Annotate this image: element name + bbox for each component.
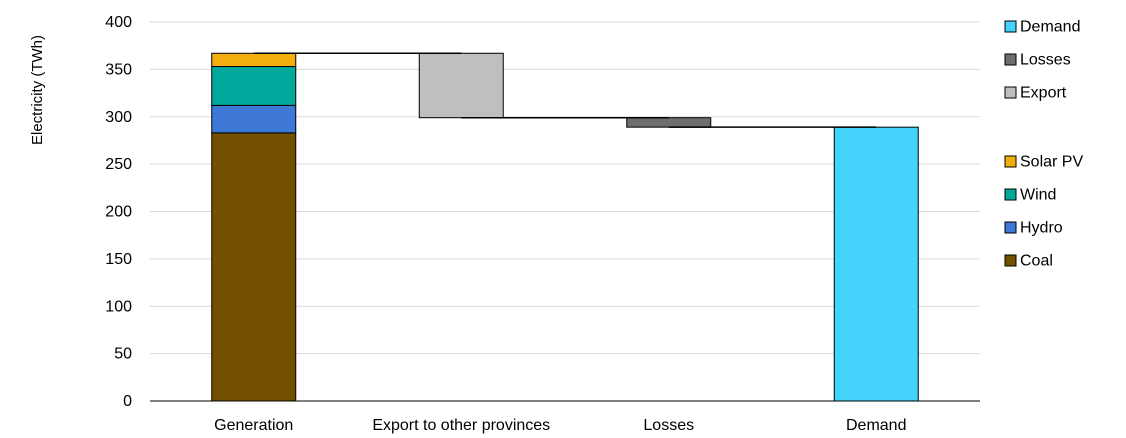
legend-item-wind: Wind: [1004, 187, 1056, 204]
legend-label: Losses: [1020, 52, 1071, 69]
bar-wind: [211, 66, 297, 106]
bar-coal: [211, 132, 297, 402]
y-tick-labels: 0 50 100 150 200 250 300 350 400: [105, 14, 132, 410]
legend-swatch: [1004, 188, 1017, 201]
legend-item-losses: Losses: [1004, 52, 1071, 69]
y-axis-title: Electricity (TWh): [29, 35, 46, 145]
legend-label: Coal: [1020, 253, 1053, 270]
x-tick-label: Export to other provinces: [372, 417, 550, 434]
legend-label: Hydro: [1020, 220, 1063, 237]
legend-label: Solar PV: [1020, 154, 1083, 171]
legend-item-coal: Coal: [1004, 253, 1053, 270]
y-tick-label: 50: [114, 346, 132, 363]
y-tick-label: 100: [105, 298, 132, 315]
x-tick-label: Losses: [643, 417, 694, 434]
legend-label: Demand: [1020, 19, 1080, 36]
connector-lines: [253, 52, 877, 128]
legend-item-solar-pv: Solar PV: [1004, 154, 1083, 171]
y-tick-label: 150: [105, 251, 132, 268]
legend-swatch: [1004, 53, 1017, 66]
y-tick-label: 350: [105, 61, 132, 78]
bar-export: [418, 52, 504, 119]
bar-solar-pv: [211, 52, 297, 68]
legend-item-hydro: Hydro: [1004, 220, 1063, 237]
x-tick-labels: Generation Export to other provinces Losse…: [214, 417, 906, 434]
bar-hydro: [211, 104, 297, 134]
legend-swatch: [1004, 221, 1017, 234]
y-tick-label: 300: [105, 109, 132, 126]
legend-swatch: [1004, 155, 1017, 168]
legend-swatch: [1004, 20, 1017, 33]
legend-label: Export: [1020, 85, 1067, 102]
legend: Demand Losses Export Solar PV Wind Hydro Coal: [1004, 19, 1083, 270]
bar-demand: [833, 126, 919, 402]
legend-label: Wind: [1020, 187, 1056, 204]
legend-item-demand: Demand: [1004, 19, 1080, 36]
y-tick-label: 250: [105, 156, 132, 173]
y-tick-label: 0: [123, 393, 132, 410]
legend-swatch: [1004, 86, 1017, 99]
x-tick-label: Generation: [214, 417, 293, 434]
bar-losses: [626, 117, 712, 128]
x-tick-label: Demand: [846, 417, 906, 434]
y-tick-label: 400: [105, 14, 132, 31]
bars: [211, 52, 919, 402]
legend-swatch: [1004, 254, 1017, 267]
legend-item-export: Export: [1004, 85, 1067, 102]
y-tick-label: 200: [105, 204, 132, 221]
